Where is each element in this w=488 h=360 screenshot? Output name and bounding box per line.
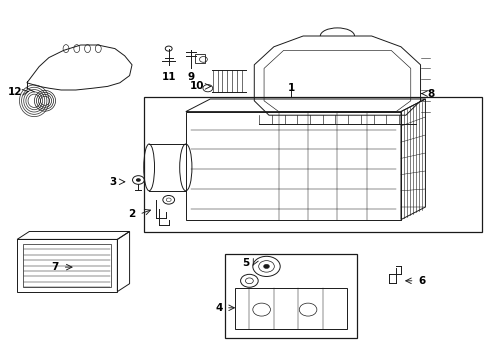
Text: 7: 7	[51, 262, 59, 272]
Text: 2: 2	[128, 209, 135, 219]
Text: 11: 11	[161, 72, 176, 82]
Text: 1: 1	[287, 83, 294, 93]
Text: 9: 9	[187, 72, 194, 82]
Text: 8: 8	[427, 89, 434, 99]
Circle shape	[136, 178, 141, 182]
Text: 10: 10	[189, 81, 204, 91]
Text: 5: 5	[242, 258, 249, 268]
Text: 12: 12	[7, 87, 22, 97]
Text: 3: 3	[109, 177, 116, 187]
Bar	[17, 239, 117, 292]
Bar	[194, 54, 205, 63]
Text: 6: 6	[417, 276, 425, 286]
Bar	[23, 244, 111, 287]
Circle shape	[165, 46, 172, 51]
Bar	[144, 97, 481, 232]
Circle shape	[263, 264, 269, 269]
Bar	[224, 254, 356, 338]
Text: 4: 4	[215, 303, 222, 313]
